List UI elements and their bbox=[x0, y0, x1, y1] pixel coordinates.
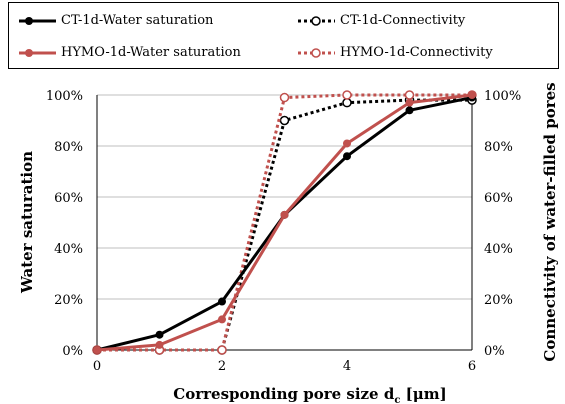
legend-swatch-hymo-connectivity bbox=[298, 48, 335, 58]
y-tick-label: 0% bbox=[62, 344, 83, 359]
x-tick-label: 4 bbox=[343, 359, 351, 374]
series-line-ct-1d-connectivity bbox=[97, 98, 472, 352]
data-point-hymo-1d-water-saturation bbox=[218, 315, 226, 324]
y2-tick-label: 40% bbox=[484, 242, 513, 257]
data-point-hymo-1d-connectivity bbox=[342, 90, 352, 100]
x-axis-title-unit: [μm] bbox=[400, 385, 446, 403]
x-tick-label: 0 bbox=[93, 359, 101, 374]
y-tick-label: 20% bbox=[54, 293, 83, 308]
series-line-ct-1d-water-saturation bbox=[96, 96, 473, 352]
legend-markers bbox=[19, 16, 335, 58]
y-tick-label: 100% bbox=[46, 89, 83, 104]
legend-swatch-ct-connectivity bbox=[298, 16, 335, 26]
x-tick-label: 6 bbox=[468, 359, 476, 374]
data-point-hymo-1d-water-saturation bbox=[405, 98, 414, 107]
data-point-hymo-1d-connectivity bbox=[279, 92, 290, 103]
data-point-ct-1d-water-saturation bbox=[218, 297, 226, 306]
data-point-hymo-1d-connectivity bbox=[217, 345, 227, 355]
legend-swatch-ct-water bbox=[19, 17, 56, 25]
y2-tick-label: 60% bbox=[484, 191, 513, 206]
data-point-ct-1d-water-saturation bbox=[155, 330, 164, 339]
x-axis-title: Corresponding pore size dc [μm] bbox=[173, 385, 446, 404]
data-point-hymo-1d-water-saturation bbox=[93, 346, 101, 354]
y-tick-label: 60% bbox=[54, 191, 83, 206]
series-line-hymo-1d-connectivity bbox=[97, 93, 472, 352]
data-point-ct-1d-water-saturation bbox=[405, 106, 414, 115]
y2-tick-label: 80% bbox=[484, 140, 513, 155]
x-axis-title-subscript: c bbox=[394, 395, 400, 404]
y2-tick-label: 100% bbox=[484, 89, 521, 104]
legend-label-ct-water: CT-1d-Water saturation bbox=[61, 13, 214, 28]
y-axis-title: Water saturation bbox=[18, 151, 36, 294]
legend-label-ct-connectivity: CT-1d-Connectivity bbox=[340, 13, 466, 28]
legend-swatch-hymo-water bbox=[19, 49, 56, 57]
y2-tick-label: 20% bbox=[484, 293, 513, 308]
gridlines bbox=[97, 94, 472, 351]
y2-tick-label: 0% bbox=[484, 344, 505, 359]
x-axis-title-main: Corresponding pore size d bbox=[173, 385, 395, 403]
data-point-ct-1d-connectivity bbox=[279, 115, 290, 126]
legend-label-hymo-water: HYMO-1d-Water saturation bbox=[61, 45, 241, 60]
data-point-ct-1d-connectivity bbox=[342, 97, 352, 108]
y-tick-label: 80% bbox=[54, 140, 83, 155]
series-layer bbox=[92, 90, 477, 355]
axes: 0% 20% 40% 60% 80% 100% 0% 20% 40% 60% 80% 100% 0 2 4 6 bbox=[46, 89, 521, 374]
data-point-hymo-1d-connectivity bbox=[404, 90, 415, 100]
series-line-hymo-1d-water-saturation bbox=[96, 93, 473, 352]
data-point-hymo-1d-water-saturation bbox=[155, 340, 164, 349]
data-point-ct-1d-water-saturation bbox=[343, 152, 351, 161]
data-point-hymo-1d-water-saturation bbox=[343, 139, 351, 148]
y-tick-label: 40% bbox=[54, 242, 83, 257]
legend-label-hymo-connectivity: HYMO-1d-Connectivity bbox=[340, 45, 493, 60]
x-tick-label: 2 bbox=[218, 359, 226, 374]
data-point-hymo-1d-water-saturation bbox=[468, 91, 476, 99]
legend: CT-1d-Water saturation CT-1d-Connectivit… bbox=[8, 2, 559, 69]
data-point-hymo-1d-water-saturation bbox=[280, 210, 289, 219]
axis-labels: Water saturation Connectivity of water-f… bbox=[18, 82, 559, 404]
y2-axis-title: Connectivity of water-filled pores bbox=[541, 82, 559, 361]
